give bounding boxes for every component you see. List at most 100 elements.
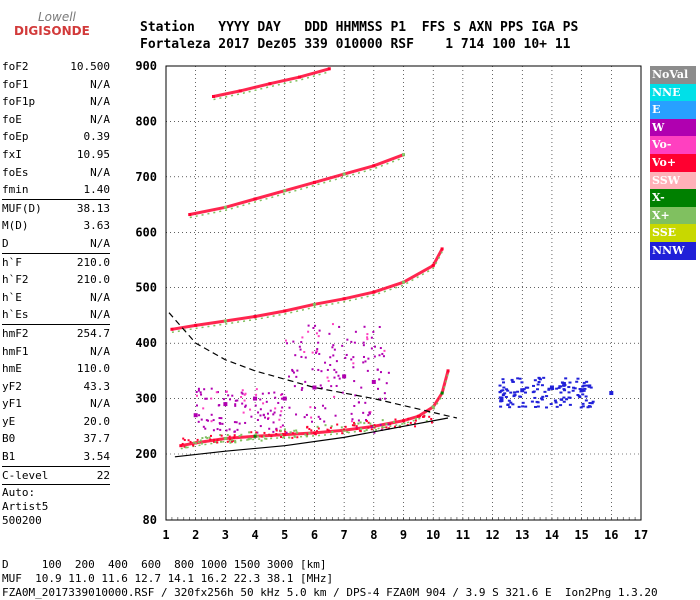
echo-scatter <box>578 396 582 399</box>
profile-curve <box>174 417 449 458</box>
echo-scatter <box>216 439 219 442</box>
echo-scatter <box>229 438 232 441</box>
echo-scatter <box>257 411 260 414</box>
echo-scatter <box>530 400 534 403</box>
echo-scatter <box>319 417 322 420</box>
echo-scatter <box>200 418 203 421</box>
echo-scatter <box>398 424 401 427</box>
echo-scatter <box>378 378 381 381</box>
param-row: M(D) 3.63 <box>2 217 110 235</box>
echo-scatter <box>282 436 285 439</box>
echo-scatter <box>500 399 504 402</box>
echo-scatter <box>278 418 281 421</box>
param-row: D N/A <box>2 235 110 254</box>
echo-scatter <box>563 383 567 386</box>
legend-item: E <box>650 101 696 119</box>
param-name: D <box>2 236 9 250</box>
echo-scatter <box>335 360 338 363</box>
echo-scatter <box>326 376 329 379</box>
echo-scatter <box>311 351 314 354</box>
echo-scatter <box>197 387 200 390</box>
echo-scatter <box>578 388 582 391</box>
echo-scatter <box>588 402 592 405</box>
echo-scatter <box>312 326 315 329</box>
echo-scatter <box>300 355 303 358</box>
param-value: 3.63 <box>83 219 111 233</box>
auto-label: Auto: <box>2 486 36 499</box>
x-tick-label: 10 <box>426 528 440 542</box>
echo-scatter <box>281 424 284 427</box>
echo-scatter <box>388 427 391 430</box>
legend-item: SSW <box>650 171 696 190</box>
echo-scatter <box>259 425 262 428</box>
echo-scatter <box>385 382 388 385</box>
echo-scatter <box>273 391 276 394</box>
param-row: foF1p N/A <box>2 93 110 111</box>
echo-point <box>431 405 435 409</box>
echo-scatter <box>540 398 544 401</box>
echo-scatter <box>584 399 588 402</box>
y-tick-label: 200 <box>135 447 157 461</box>
echo-point <box>253 197 257 201</box>
echo-scatter <box>564 377 568 380</box>
echo-scatter <box>235 421 238 424</box>
echo-scatter <box>197 420 200 423</box>
echo-scatter <box>274 407 277 410</box>
echo-scatter <box>316 350 319 353</box>
echo-point <box>194 323 198 327</box>
echo-scatter <box>217 404 220 407</box>
trace-line-x <box>213 71 330 101</box>
echo-scatter <box>562 396 566 399</box>
echo-scatter <box>383 392 386 395</box>
echo-scatter <box>314 406 317 409</box>
echo-scatter <box>183 445 186 448</box>
echo-scatter <box>366 338 369 341</box>
echo-scatter <box>373 424 376 427</box>
echo-scatter <box>543 390 547 393</box>
param-value: N/A <box>90 290 110 304</box>
echo-scatter <box>225 436 228 439</box>
echo-scatter <box>379 347 382 350</box>
echo-point <box>282 396 287 401</box>
echo-scatter <box>537 376 541 379</box>
param-name: B1 <box>2 450 16 464</box>
param-value: N/A <box>90 77 110 91</box>
param-row: hmF2 254.7 <box>2 325 110 343</box>
echo-scatter <box>526 386 530 389</box>
echo-scatter <box>516 377 520 380</box>
echo-scatter <box>225 429 228 432</box>
echo-scatter <box>291 432 294 435</box>
echo-scatter <box>352 362 355 365</box>
echo-scatter <box>327 379 330 382</box>
echo-scatter <box>265 437 268 440</box>
echo-scatter <box>414 419 417 422</box>
echo-scatter <box>373 425 376 428</box>
echo-scatter <box>244 405 247 408</box>
echo-scatter <box>553 399 557 402</box>
echo-scatter <box>576 394 580 397</box>
param-row: foEp 0.39 <box>2 128 110 146</box>
echo-scatter <box>244 392 247 395</box>
echo-scatter <box>210 397 213 400</box>
param-value: 0.39 <box>83 130 111 144</box>
echo-scatter <box>338 377 341 380</box>
trace-line <box>189 153 405 216</box>
echo-scatter <box>355 427 358 430</box>
echo-scatter <box>241 389 244 392</box>
echo-scatter <box>292 340 295 343</box>
param-row: fmin 1.40 <box>2 181 110 200</box>
echo-scatter <box>385 423 388 426</box>
echo-scatter <box>368 412 371 415</box>
echo-scatter <box>331 323 334 326</box>
echo-point <box>440 247 444 251</box>
echo-scatter <box>296 369 299 372</box>
echo-scatter <box>513 391 517 394</box>
echo-scatter <box>358 401 361 404</box>
echo-scatter <box>205 397 208 400</box>
echo-scatter <box>536 405 540 408</box>
echo-scatter <box>289 431 292 434</box>
echo-scatter <box>218 422 221 425</box>
echo-point <box>372 290 376 294</box>
echo-scatter <box>534 405 538 408</box>
echo-point <box>268 82 272 86</box>
